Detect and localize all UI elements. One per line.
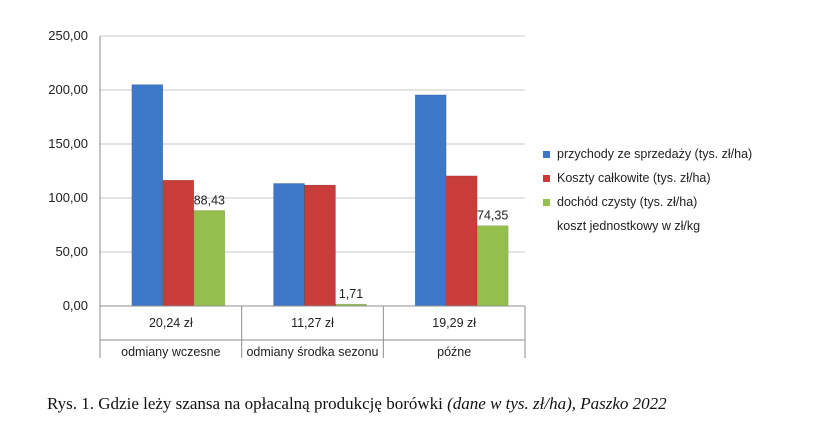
bar-chart: 0,00 50,00 100,00 150,00 200,00 250,00 88,43 1,…	[48, 28, 752, 359]
bar	[162, 179, 195, 307]
data-label: 88,43	[194, 193, 225, 207]
data-label: 74,35	[477, 209, 508, 223]
unit-cost-value: 19,29 zł	[432, 316, 476, 330]
figure-caption: Rys. 1. Gdzie leży szansa na opłacalną p…	[47, 394, 667, 414]
x-tick-label: odmiany wczesne	[121, 345, 220, 359]
caption-italic: (dane w tys. zł/ha), Paszko 2022	[447, 394, 667, 413]
x-tick-label: odmiany środka sezonu	[246, 345, 378, 359]
bar	[304, 184, 336, 307]
data-label: 1,71	[339, 287, 363, 301]
y-tick-label: 0,00	[63, 298, 88, 313]
unit-cost-value: 11,27 zł	[291, 316, 334, 330]
bar	[193, 210, 226, 307]
legend-swatch	[543, 175, 550, 182]
legend-swatch	[543, 151, 550, 158]
bar	[445, 175, 478, 307]
y-tick-label: 50,00	[55, 244, 88, 259]
legend-label: Koszty całkowite (tys. zł/ha)	[557, 171, 711, 185]
y-tick-label: 100,00	[48, 190, 88, 205]
bar	[131, 84, 164, 307]
caption-main: Rys. 1. Gdzie leży szansa na opłacalną p…	[47, 394, 448, 413]
unit-cost-value: 20,24 zł	[149, 316, 193, 330]
legend-label-unit-cost: koszt jednostkowy w zł/kg	[557, 219, 700, 233]
bar	[476, 225, 509, 307]
y-tick-label: 250,00	[48, 28, 88, 43]
bar	[414, 94, 447, 307]
y-tick-label: 200,00	[48, 82, 88, 97]
y-tick-label: 150,00	[48, 136, 88, 151]
legend-swatch	[543, 199, 550, 206]
legend-label: dochód czysty (tys. zł/ha)	[557, 195, 697, 209]
x-tick-label: późne	[437, 345, 471, 359]
legend-label: przychody ze sprzedaży (tys. zł/ha)	[557, 147, 752, 161]
bar	[273, 183, 305, 307]
